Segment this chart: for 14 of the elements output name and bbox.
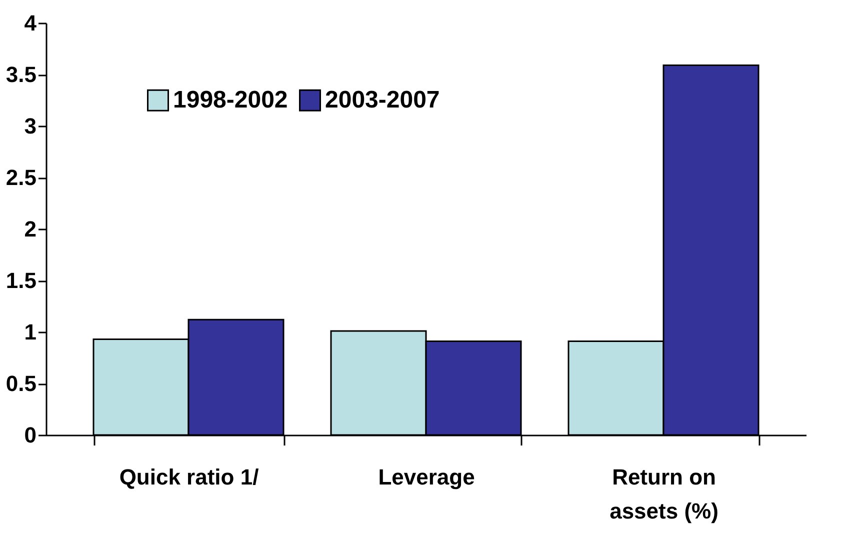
y-tick-label: 4 — [24, 10, 38, 36]
x-tick-label: Quick ratio 1/ — [119, 464, 259, 490]
y-tick-label: 3 — [24, 114, 36, 138]
x-tick-label: Return on assets (%) — [610, 464, 718, 524]
y-tick-label: 2 — [24, 216, 36, 242]
y-tick-label: 1 — [24, 320, 36, 344]
y-tick-label: 0 — [24, 422, 36, 448]
legend-label: 2003-2007 — [325, 86, 440, 114]
y-tick-label: 3.5 — [6, 62, 36, 87]
y-tick-label: 0.5 — [6, 371, 36, 396]
y-tick-label: 2.5 — [6, 165, 36, 190]
x-tick-label: Leverage — [378, 464, 475, 490]
legend-label: 1998-2002 — [173, 86, 288, 114]
y-tick-label: 1.5 — [6, 268, 36, 293]
